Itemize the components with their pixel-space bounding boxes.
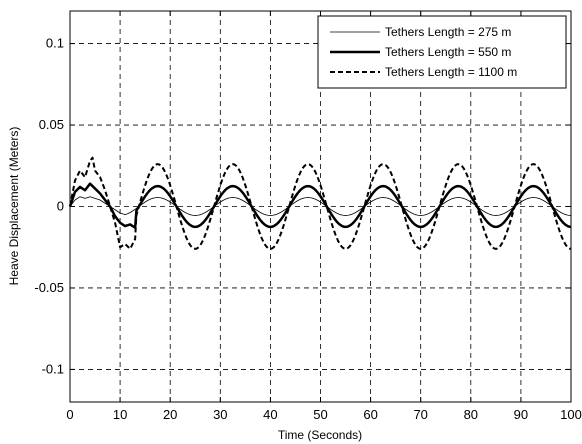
x-tick-label: 70 <box>413 407 427 422</box>
legend-label-275: Tethers Length = 275 m <box>385 25 511 39</box>
series-line-0 <box>69 196 572 216</box>
x-tick-label: 90 <box>514 407 528 422</box>
x-tick-label: 60 <box>363 407 377 422</box>
y-tick-label: -0.1 <box>42 361 64 376</box>
legend-label-1100: Tethers Length = 1100 m <box>385 65 517 79</box>
y-tick-label: 0.1 <box>46 36 64 51</box>
y-tick-label: 0 <box>57 199 64 214</box>
x-axis-label: Time (Seconds) <box>278 428 362 442</box>
y-tick-label: -0.05 <box>34 280 64 295</box>
legend-label-550: Tethers Length = 550 m <box>385 45 511 59</box>
x-tick-label: 20 <box>163 407 177 422</box>
x-tick-label: 50 <box>313 407 327 422</box>
series-line-2 <box>69 156 572 250</box>
y-tick-label: 0.05 <box>39 117 64 132</box>
x-tick-label: 40 <box>263 407 277 422</box>
x-tick-label: 80 <box>464 407 478 422</box>
x-tick-label: 10 <box>113 407 127 422</box>
legend: Tethers Length = 275 m Tethers Length = … <box>317 15 567 89</box>
tick-labels: 0 10 20 30 40 50 60 70 80 90 100 -0.1 -0.05 0 0.05 0.1 <box>34 36 581 422</box>
series-line-1 <box>68 182 572 229</box>
x-tick-label: 100 <box>560 407 582 422</box>
ticks <box>69 11 572 402</box>
x-tick-label: 0 <box>66 407 73 422</box>
x-tick-label: 30 <box>213 407 227 422</box>
y-axis-label: Heave Displacement (Meters) <box>7 127 21 286</box>
series-layer <box>68 156 572 250</box>
